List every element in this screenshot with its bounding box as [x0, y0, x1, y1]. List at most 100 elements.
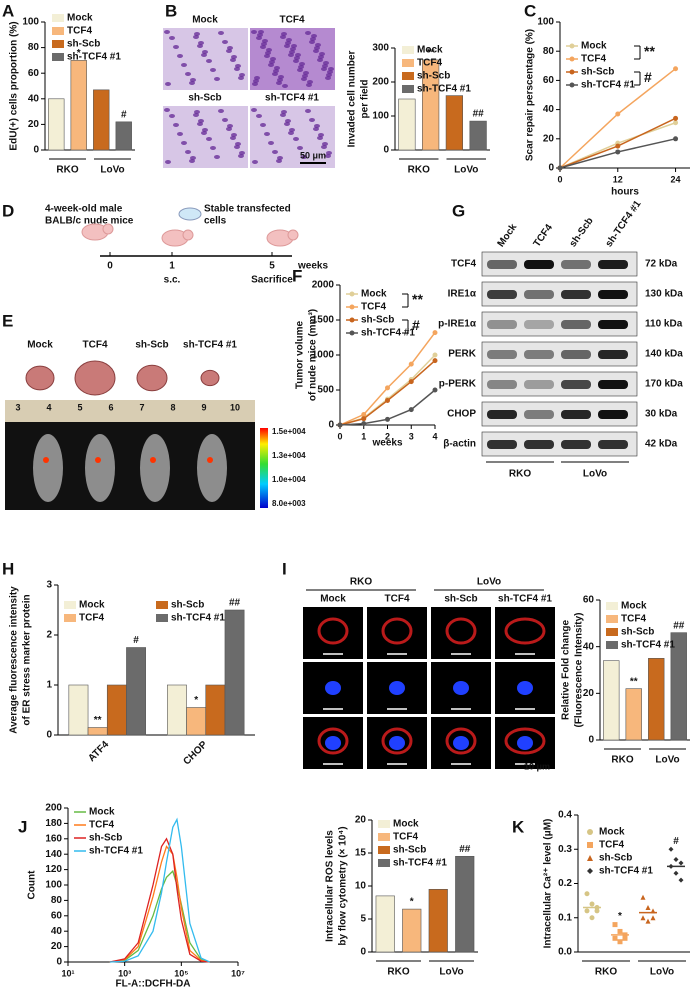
y-tick-label: 100: [22, 17, 39, 28]
y-tick-label: 40: [543, 104, 555, 115]
tumor: [25, 365, 55, 391]
protein-label: TCF4: [451, 259, 476, 270]
cell: [193, 35, 199, 39]
scale-bar-label: 50 μm: [300, 150, 326, 160]
micrograph: [495, 607, 555, 659]
group-label: LoVo: [454, 165, 478, 176]
cell: [290, 47, 296, 51]
significance: **: [630, 676, 638, 687]
cell: [322, 142, 328, 146]
cell: [218, 109, 224, 113]
cell: [177, 132, 183, 136]
size-label: 72 kDa: [645, 259, 678, 270]
legend-label: sh-TCF4 #1: [67, 52, 121, 63]
er-signal: [504, 727, 546, 755]
marker: [612, 935, 618, 941]
panel-label: J: [18, 817, 27, 836]
data-point: [673, 66, 679, 72]
ruler-label: 8: [170, 402, 175, 412]
legend-label: TCF4: [599, 840, 624, 851]
cell: [295, 53, 301, 57]
y-tick-label: 60: [543, 75, 555, 86]
tumor-label: sh-TCF4 #1: [183, 340, 237, 351]
legend-label: Mock: [361, 289, 387, 300]
series-line: [109, 845, 210, 963]
bar: [402, 908, 422, 953]
x-tick-label: 10³: [118, 968, 131, 978]
cell: [239, 73, 245, 77]
cell: [321, 145, 327, 149]
er-signal: [445, 617, 477, 645]
mouse-silhouette: [85, 434, 115, 502]
cell: [169, 114, 175, 118]
cell: [322, 64, 328, 68]
cell: [282, 84, 288, 88]
y-tick-label: 20: [543, 133, 555, 144]
blot-band: [598, 380, 628, 389]
y-axis-label: of nude mice (mm³): [308, 309, 319, 401]
legend-label: Mock: [581, 41, 607, 52]
significance: **: [427, 48, 435, 59]
x-tick-label: 4: [432, 431, 437, 441]
er-signal: [381, 727, 413, 755]
legend-swatch: [64, 601, 76, 609]
blot-band: [598, 350, 628, 359]
tumor-label: sh-Scb: [135, 340, 168, 351]
data-point: [673, 115, 679, 121]
cell: [319, 52, 325, 56]
cell: [260, 123, 266, 127]
y-tick-label: 0.4: [558, 810, 572, 821]
cell: [165, 160, 171, 164]
cell: [289, 128, 295, 132]
cell: [306, 83, 312, 87]
cell: [227, 46, 233, 50]
bar: [186, 707, 207, 736]
legend-swatch: [156, 601, 168, 609]
bar: [70, 60, 87, 151]
y-tick-label: 20: [583, 688, 595, 699]
legend-label: sh-Scb: [417, 71, 450, 82]
blot-band: [561, 440, 591, 449]
blot-band: [598, 410, 628, 419]
cell: [276, 159, 282, 163]
legend-swatch: [569, 43, 575, 49]
x-tick-label: 12: [613, 174, 623, 184]
legend-label: sh-Scb: [393, 845, 426, 856]
y-tick-label: 0: [56, 957, 62, 968]
marker: [650, 915, 656, 921]
ruler-label: 6: [108, 402, 113, 412]
nucleus: [517, 681, 533, 695]
er-signal: [317, 727, 349, 755]
significance: ##: [459, 844, 471, 855]
y-tick-label: 120: [45, 864, 62, 875]
blot-band: [598, 290, 628, 299]
legend-swatch: [52, 40, 64, 48]
cell: [181, 63, 187, 67]
image-label: sh-TCF4 #1: [265, 93, 319, 104]
cell: [301, 155, 307, 159]
cell: [256, 36, 262, 40]
data-point: [408, 379, 414, 385]
legend-swatch: [402, 59, 414, 67]
legend-label: sh-TCF4 #1: [171, 613, 225, 624]
marker: [589, 901, 595, 907]
cell: [234, 145, 240, 149]
protein-label: IRE1α: [448, 289, 477, 300]
x-tick-label: 3: [409, 431, 414, 441]
bar: [167, 684, 187, 736]
legend-swatch: [52, 14, 64, 22]
data-point: [432, 358, 438, 364]
nucleus: [389, 736, 405, 750]
timeline-text: 4-week-old male: [45, 204, 123, 215]
size-label: 42 kDa: [645, 439, 678, 450]
legend-label: TCF4: [89, 820, 114, 831]
legend-swatch: [402, 46, 414, 54]
group-label: LoVo: [477, 577, 501, 588]
group-label: LoVo: [439, 967, 463, 978]
image-label: TCF4: [280, 15, 305, 26]
tumor: [136, 364, 168, 392]
legend-label: sh-TCF4 #1: [417, 84, 471, 95]
y-tick-label: 60: [28, 68, 40, 79]
cell: [234, 67, 240, 71]
cell: [303, 71, 309, 75]
